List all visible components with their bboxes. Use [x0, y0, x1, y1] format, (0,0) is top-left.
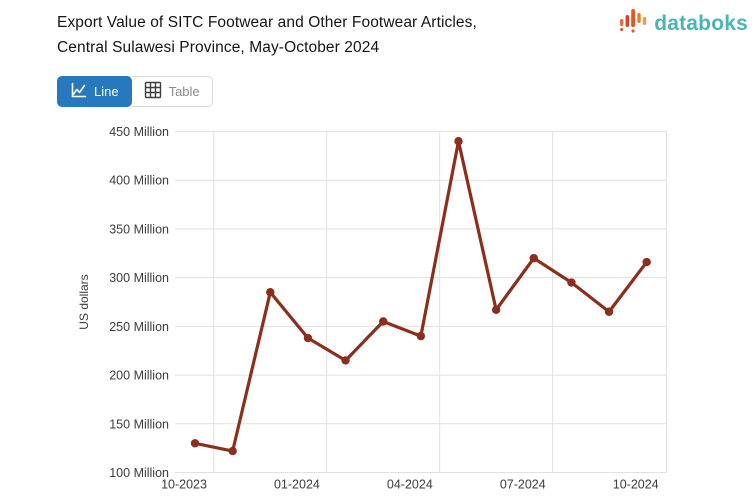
y-axis-tick-label: 150 Million [109, 417, 169, 431]
chart-title-line-1: Export Value of SITC Footwear and Other … [57, 14, 477, 31]
line-series [193, 139, 649, 453]
data-point[interactable] [190, 439, 200, 448]
data-point[interactable] [604, 307, 614, 316]
data-point[interactable] [642, 257, 651, 267]
line-chart-icon [70, 82, 87, 102]
data-point[interactable] [567, 278, 576, 287]
x-axis-tick-label: 10-2023 [161, 478, 207, 492]
databoks-bars-icon [619, 7, 651, 40]
data-point[interactable] [379, 317, 388, 326]
y-axis-tick-label: 350 Million [109, 222, 169, 236]
y-axis-tick-label: 450 Million [109, 125, 169, 139]
y-axis-tick-label: 100 Million [109, 466, 169, 480]
chart-view-toggle: Line Table [57, 76, 213, 107]
table-grid-icon [144, 81, 162, 102]
data-point[interactable] [228, 446, 237, 456]
page-title: Export Value of SITC Footwear and Other … [57, 10, 477, 60]
x-axis-tick-label: 04-2024 [387, 478, 433, 492]
data-point[interactable] [266, 288, 275, 297]
y-axis-tick-label: 300 Million [109, 271, 169, 285]
data-point[interactable] [303, 333, 313, 343]
y-axis-tick-label: 250 Million [109, 320, 169, 334]
line-chart-canvas: 100 Million 150 Million 200 Million 250 Mil… [77, 125, 667, 492]
databoks-logo[interactable]: databoks [619, 7, 748, 40]
data-point[interactable] [416, 331, 426, 341]
y-axis-title: US dollars [77, 274, 91, 329]
chart-title-line-2: Central Sulawesi Province, May-October 2… [57, 39, 380, 56]
y-axis-tick-label: 200 Million [109, 369, 169, 383]
x-axis-tick-label: 07-2024 [500, 478, 546, 492]
data-point[interactable] [529, 253, 538, 263]
databoks-wordmark: databoks [654, 11, 748, 35]
data-point[interactable] [341, 356, 350, 365]
line-view-label: Line [94, 84, 119, 99]
data-point[interactable] [491, 305, 501, 314]
y-axis-tick-label: 400 Million [109, 174, 169, 188]
data-point[interactable] [454, 137, 463, 146]
table-view-label: Table [168, 84, 200, 99]
line-chart: 100 Million 150 Million 200 Million 250 Mil… [0, 115, 753, 498]
table-view-button[interactable]: Table [131, 76, 213, 107]
line-view-button[interactable]: Line [57, 76, 132, 107]
x-axis-tick-label: 01-2024 [274, 478, 320, 492]
x-axis-tick-label: 10-2024 [613, 478, 659, 492]
